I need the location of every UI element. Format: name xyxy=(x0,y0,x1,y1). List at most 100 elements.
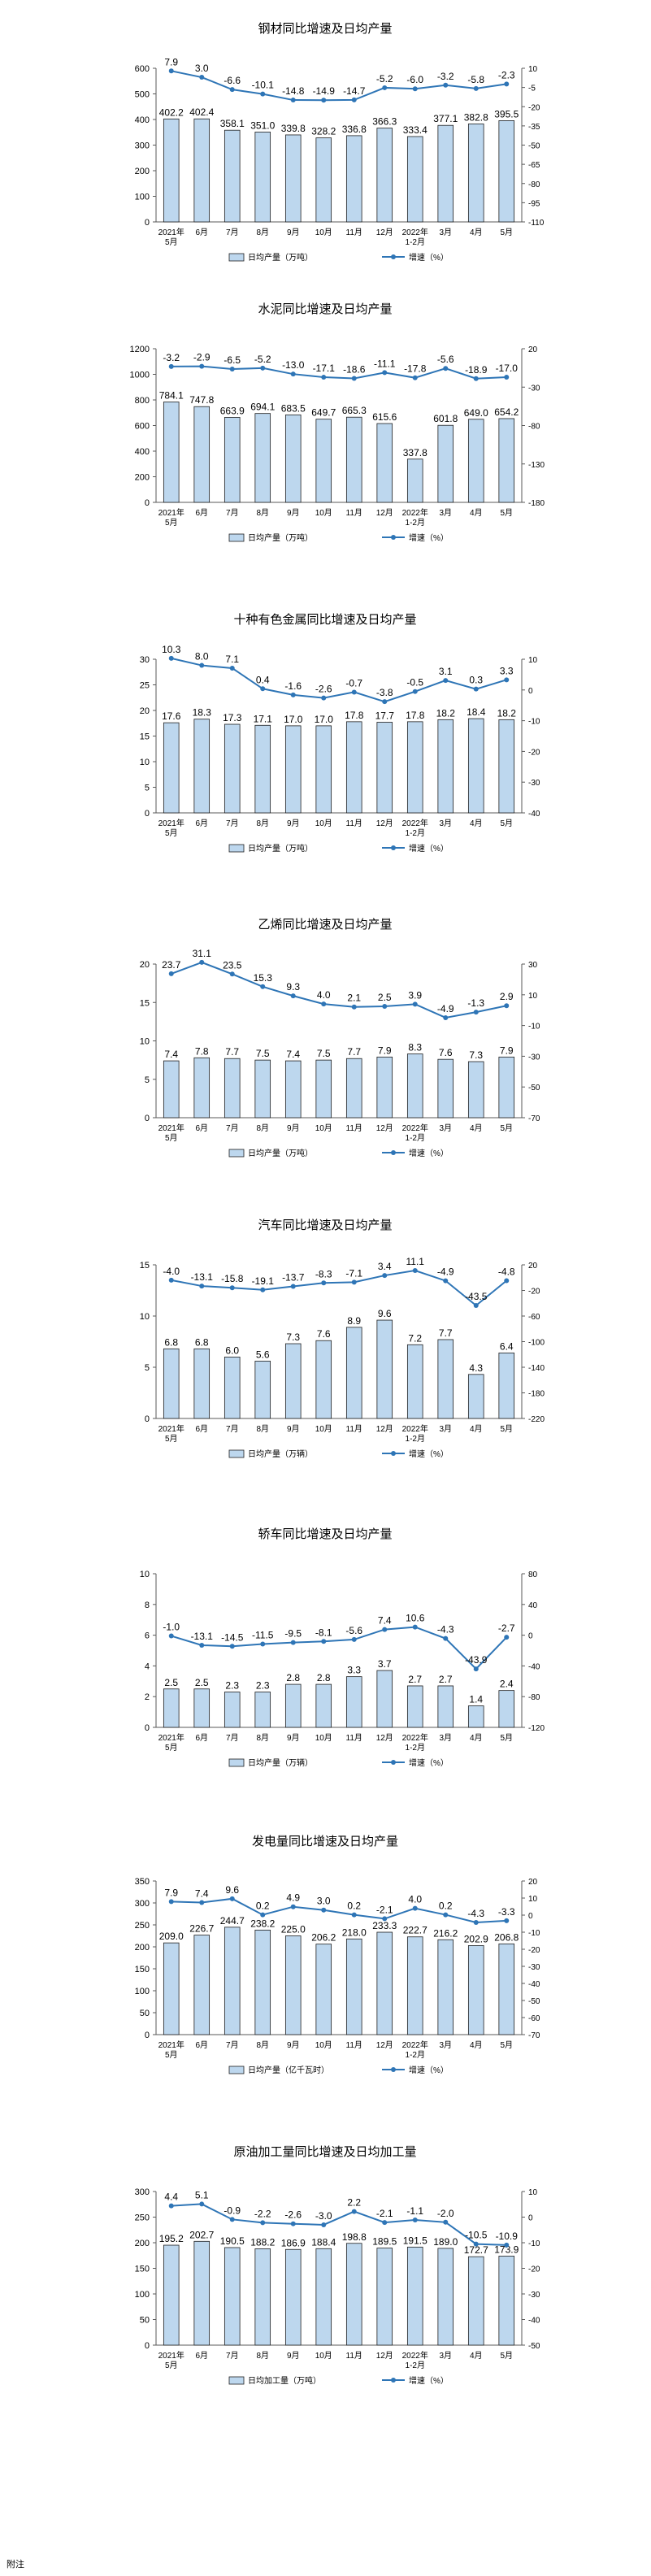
category-label: 4月 xyxy=(470,2040,483,2050)
line-point xyxy=(199,1642,205,1648)
bar xyxy=(467,2256,484,2346)
bar xyxy=(315,1059,332,1119)
right-tick-label: 40 xyxy=(528,1601,538,1610)
line-point xyxy=(504,81,510,87)
left-tick-label: 5 xyxy=(145,784,150,793)
legend-line-label: 增速（%） xyxy=(409,1148,449,1158)
category-label: 4月 xyxy=(470,819,483,828)
footer-note: 附注 xyxy=(7,2560,24,2569)
line-value-label: -10.1 xyxy=(252,80,275,91)
line-point xyxy=(321,98,327,103)
line-point xyxy=(290,993,296,999)
line-point xyxy=(443,1636,449,1641)
bar-value-label: 7.9 xyxy=(378,1045,392,1056)
category-label: 2021年 5月 xyxy=(158,227,184,247)
category-label: 9月 xyxy=(287,508,300,518)
left-tick-label: 400 xyxy=(135,115,150,125)
left-tick-label: 0 xyxy=(145,1414,150,1424)
right-tick-label: -35 xyxy=(528,123,540,132)
left-tick-label: 30 xyxy=(140,655,150,665)
line-value-label: -1.1 xyxy=(406,2205,423,2217)
line-point xyxy=(351,1279,357,1285)
bar xyxy=(345,135,362,223)
line-value-label: -15.8 xyxy=(221,1273,244,1284)
legend-line-label: 增速（%） xyxy=(409,532,449,543)
category-label: 9月 xyxy=(287,1424,300,1434)
line-point xyxy=(443,678,449,684)
right-tick-label: -60 xyxy=(528,2014,540,2023)
bar xyxy=(498,418,515,503)
bar-value-label: 17.0 xyxy=(284,714,303,725)
legend-bar-swatch xyxy=(228,2376,245,2385)
category-label: 3月 xyxy=(439,1123,452,1133)
bar xyxy=(437,2248,454,2346)
line-point xyxy=(382,699,388,705)
category-label: 12月 xyxy=(376,1123,393,1133)
line-point xyxy=(504,2242,510,2248)
line-value-label: -17.8 xyxy=(404,363,427,375)
left-tick-label: 50 xyxy=(140,2009,150,2018)
right-tick-label: -100 xyxy=(528,1339,545,1348)
chart-8: 原油加工量同比增速及日均加工量 0 50 100 150 200 250 300 10 0 -10-… xyxy=(0,2138,651,2447)
bar xyxy=(437,1685,454,1728)
line-point xyxy=(412,1001,418,1007)
line-point xyxy=(290,1904,296,1909)
legend-line-marker xyxy=(391,2067,396,2072)
chart-6: 轿车同比增速及日均产量 0 2 4 6 8 10 80 40 0 -40 -80 -120 2021年 5月… xyxy=(0,1520,651,1829)
bar xyxy=(284,414,302,503)
bar xyxy=(284,134,302,223)
bar xyxy=(284,725,302,814)
left-tick-label: 0 xyxy=(145,809,150,819)
line-point xyxy=(412,2217,418,2222)
line-point xyxy=(382,370,388,376)
bar-value-label: 5.6 xyxy=(256,1349,270,1360)
bar-value-label: 233.3 xyxy=(372,1920,397,1931)
bar xyxy=(224,1058,241,1119)
chart-7: 发电量同比增速及日均产量 0 50 100 150 200 250 300 350 20 10 0 -1… xyxy=(0,1827,651,2136)
line-value-label: -5.8 xyxy=(467,74,484,85)
chart-1-svg: 钢材同比增速及日均产量 0 100 200 300 400 500 600 10 -5 -20 -35… xyxy=(135,22,545,263)
line-value-label: -43.5 xyxy=(465,1291,488,1302)
left-tick-label: 0 xyxy=(145,1723,150,1733)
bar-value-label: 7.4 xyxy=(286,1049,300,1060)
category-label: 12月 xyxy=(376,1424,393,1434)
line-point xyxy=(321,375,327,380)
bar-value-label: 2.3 xyxy=(225,1680,239,1692)
left-tick-label: 10 xyxy=(140,1312,150,1322)
line-point xyxy=(260,984,266,989)
bar xyxy=(193,1057,210,1119)
legend-line-label: 增速（%） xyxy=(409,1449,449,1459)
line-point xyxy=(443,2219,449,2225)
category-label: 2022年 1-2月 xyxy=(402,1123,428,1143)
category-label: 4月 xyxy=(470,508,483,518)
category-label: 7月 xyxy=(226,508,239,518)
bar-value-label: 784.1 xyxy=(159,390,184,402)
line-point xyxy=(199,363,205,369)
chart-1: 钢材同比增速及日均产量 0 100 200 300 400 500 600 10 -5 -20 -35… xyxy=(0,15,651,324)
line-value-label: 23.5 xyxy=(223,959,242,971)
right-tick-label: -20 xyxy=(528,1946,540,1955)
bar xyxy=(345,1676,362,1728)
line-point xyxy=(504,1003,510,1009)
bar xyxy=(193,406,210,503)
bar xyxy=(315,725,332,814)
line-value-label: -5.6 xyxy=(437,354,454,365)
category-label: 2022年 1-2月 xyxy=(402,227,428,247)
line-value-label: 7.4 xyxy=(378,1615,392,1627)
left-tick-label: 2 xyxy=(145,1692,150,1702)
chart-title: 原油加工量同比增速及日均加工量 xyxy=(233,2145,416,2159)
bar-value-label: 395.5 xyxy=(494,108,519,119)
right-tick-label: -30 xyxy=(528,1963,540,1972)
line-value-label: -6.5 xyxy=(224,354,241,366)
line-point xyxy=(412,375,418,380)
bar xyxy=(345,1058,362,1119)
legend-bar-swatch xyxy=(228,253,245,262)
bar xyxy=(498,2256,515,2346)
line-value-label: 31.1 xyxy=(193,948,212,959)
bar-value-label: 382.8 xyxy=(464,111,488,123)
category-label: 8月 xyxy=(256,819,269,828)
line-point xyxy=(443,82,449,88)
line-value-label: -1.3 xyxy=(467,997,484,1009)
right-tick-label: -40 xyxy=(528,2317,540,2326)
right-tick-label: -50 xyxy=(528,1084,540,1093)
